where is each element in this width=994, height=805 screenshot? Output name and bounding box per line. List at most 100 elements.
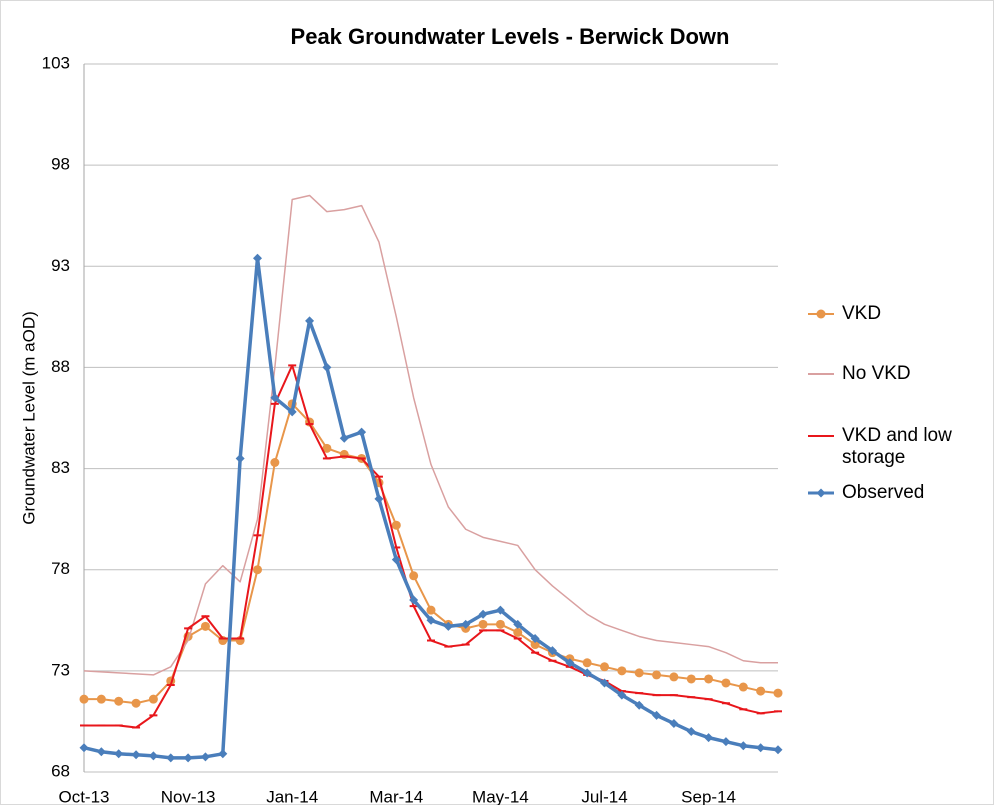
x-tick-label: Oct-13 (58, 787, 109, 805)
legend-item: VKD (806, 303, 986, 325)
marker (669, 672, 679, 682)
marker (669, 718, 679, 728)
marker (600, 662, 609, 672)
marker (686, 727, 696, 737)
marker (721, 678, 731, 688)
y-tick-label: 78 (51, 559, 70, 578)
marker (582, 658, 592, 668)
legend-swatch (808, 373, 834, 375)
marker (322, 362, 332, 372)
y-tick-label: 103 (42, 53, 70, 72)
x-tick-label: May-14 (472, 787, 529, 805)
y-tick-label: 93 (51, 256, 70, 275)
marker (339, 433, 349, 443)
marker (183, 753, 193, 763)
marker (547, 646, 557, 656)
marker (253, 565, 262, 575)
marker (114, 749, 124, 759)
x-tick-label: Mar-14 (369, 787, 423, 805)
marker (634, 668, 644, 678)
marker (513, 619, 523, 629)
marker (391, 520, 401, 530)
marker (200, 752, 210, 762)
marker (756, 743, 766, 753)
marker (148, 694, 158, 704)
legend-swatch (808, 435, 834, 437)
marker (738, 741, 748, 751)
marker (253, 253, 262, 263)
marker (148, 751, 158, 761)
marker (270, 458, 280, 468)
series-line (83, 194, 778, 676)
marker (565, 658, 575, 668)
y-tick-label: 73 (51, 660, 70, 679)
marker (816, 309, 826, 319)
marker (131, 698, 141, 708)
marker (530, 640, 540, 650)
marker (652, 710, 662, 720)
marker (704, 674, 714, 684)
marker (96, 747, 106, 757)
marker (409, 595, 419, 605)
marker (235, 453, 245, 463)
y-tick-label: 83 (51, 458, 70, 477)
marker (79, 694, 89, 704)
y-tick-label: 88 (51, 357, 70, 376)
y-tick-label: 68 (51, 761, 70, 780)
marker (305, 316, 315, 326)
marker (200, 621, 210, 631)
marker (461, 619, 471, 629)
marker (322, 443, 332, 453)
marker (478, 619, 488, 629)
marker (96, 694, 106, 704)
x-tick-label: Jul-14 (581, 787, 627, 805)
marker (270, 393, 280, 403)
marker (409, 571, 419, 581)
marker (495, 619, 505, 629)
marker (530, 633, 540, 643)
marker (495, 605, 505, 615)
marker (582, 668, 592, 678)
x-tick-label: Jan-14 (266, 787, 318, 805)
marker (634, 700, 644, 710)
legend-swatch (808, 309, 834, 319)
marker (686, 674, 696, 684)
marker (652, 670, 662, 680)
legend-label: No VKD (842, 363, 911, 384)
marker (513, 627, 523, 637)
x-tick-label: Sep-14 (681, 787, 736, 805)
marker (426, 605, 436, 615)
marker (79, 743, 89, 753)
marker (443, 621, 453, 631)
marker (218, 749, 228, 759)
marker (721, 737, 731, 747)
marker (131, 750, 141, 760)
legend-label: VKD (842, 303, 882, 324)
chart-title: Peak Groundwater Levels - Berwick Down (291, 24, 730, 49)
y-tick-label: 98 (51, 155, 70, 174)
marker (426, 615, 436, 625)
marker (357, 427, 367, 437)
marker (478, 609, 488, 619)
marker (287, 407, 297, 417)
legend-swatch (808, 488, 834, 498)
marker (374, 494, 384, 504)
marker (816, 488, 826, 498)
legend-label: Observed (842, 482, 925, 503)
marker (391, 555, 401, 565)
marker (617, 666, 627, 676)
marker (773, 688, 783, 698)
marker (704, 733, 714, 743)
marker (773, 745, 783, 755)
marker (617, 690, 627, 700)
legend-item: VKD and low storage (806, 425, 986, 469)
x-tick-label: Nov-13 (161, 787, 216, 805)
marker (600, 678, 609, 688)
marker (166, 753, 176, 763)
marker (738, 682, 748, 692)
legend-item: No VKD (806, 363, 986, 385)
y-axis-label: Groundwater Level (m aOD) (19, 311, 38, 525)
